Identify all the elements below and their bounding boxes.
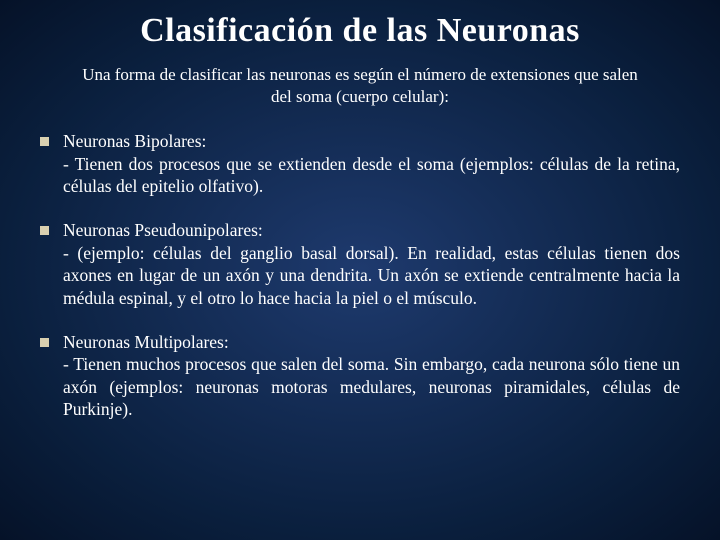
bullet-body: Neuronas Pseudounipolares: - (ejemplo: c…	[63, 219, 680, 309]
bullet-heading: Neuronas Multipolares:	[63, 331, 680, 353]
bullet-heading: Neuronas Pseudounipolares:	[63, 219, 680, 241]
square-bullet-icon	[40, 226, 49, 235]
square-bullet-icon	[40, 338, 49, 347]
bullet-item: Neuronas Multipolares: - Tienen muchos p…	[40, 331, 680, 421]
bullet-item: Neuronas Bipolares: - Tienen dos proceso…	[40, 130, 680, 197]
bullet-desc: - (ejemplo: células del ganglio basal do…	[63, 242, 680, 309]
bullet-desc: - Tienen muchos procesos que salen del s…	[63, 353, 680, 420]
bullet-body: Neuronas Multipolares: - Tienen muchos p…	[63, 331, 680, 421]
slide-subtitle: Una forma de clasificar las neuronas es …	[80, 64, 640, 108]
bullet-desc: - Tienen dos procesos que se extienden d…	[63, 153, 680, 198]
bullet-item: Neuronas Pseudounipolares: - (ejemplo: c…	[40, 219, 680, 309]
bullet-body: Neuronas Bipolares: - Tienen dos proceso…	[63, 130, 680, 197]
bullet-heading: Neuronas Bipolares:	[63, 130, 680, 152]
slide-container: Clasificación de las Neuronas Una forma …	[0, 0, 720, 462]
slide-title: Clasificación de las Neuronas	[40, 12, 680, 50]
square-bullet-icon	[40, 137, 49, 146]
